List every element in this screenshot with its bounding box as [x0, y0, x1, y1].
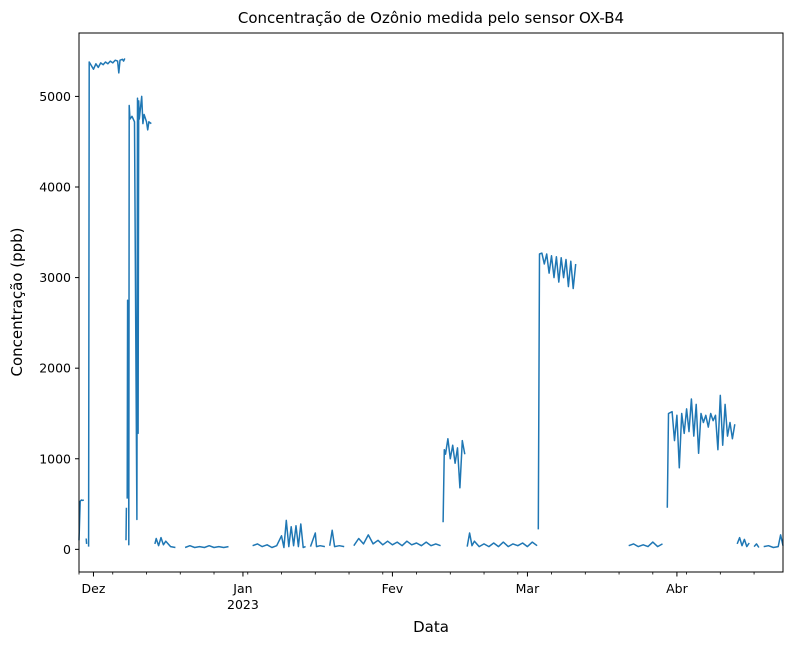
- x-tick-label: Jan: [232, 581, 252, 596]
- series-line-segment: [754, 544, 759, 548]
- series-line-segment: [311, 533, 325, 547]
- x-axis-title: Data: [413, 618, 449, 636]
- series-line-segment: [443, 439, 465, 522]
- series-line-segment: [253, 520, 306, 547]
- x-tick-label: Mar: [516, 581, 540, 596]
- series-line-segment: [667, 395, 735, 507]
- series-line-segment: [127, 96, 151, 544]
- series-line-segment: [629, 542, 663, 547]
- series-line-segment: [330, 530, 345, 546]
- series-line-segment: [185, 546, 228, 548]
- series-line-segment: [79, 500, 84, 540]
- series-line-segment: [89, 58, 125, 546]
- chart-title: Concentração de Ozônio medida pelo senso…: [238, 9, 624, 27]
- y-tick-label: 4000: [39, 180, 71, 195]
- y-tick-label: 2000: [39, 361, 71, 376]
- y-tick-label: 5000: [39, 89, 71, 104]
- series-line-segment: [737, 538, 749, 547]
- y-axis-title: Concentração (ppb): [8, 227, 26, 376]
- x-tick-year-label: 2023: [227, 597, 259, 612]
- series-line-segment: [354, 535, 441, 546]
- x-tick-label: Fev: [382, 581, 404, 596]
- y-tick-label: 1000: [39, 451, 71, 466]
- series-line-segment: [155, 538, 176, 548]
- x-tick-label: Dez: [82, 581, 106, 596]
- series-line-segment: [538, 253, 575, 529]
- series-line-segment: [467, 533, 537, 547]
- y-axis: 0 1000 2000 3000 4000 5000: [39, 89, 79, 557]
- x-tick-label: Abr: [666, 581, 688, 596]
- series-line-segment: [764, 535, 783, 548]
- plot-area: [79, 58, 783, 547]
- y-tick-label: 3000: [39, 270, 71, 285]
- y-tick-label: 0: [63, 542, 71, 557]
- plot-frame: [79, 33, 783, 572]
